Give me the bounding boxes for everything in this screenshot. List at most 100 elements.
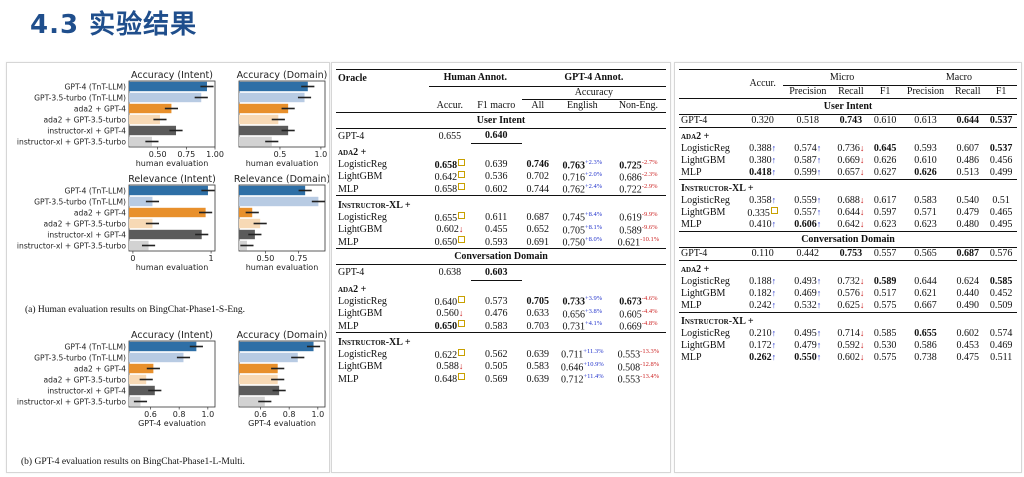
x-tick-label: 1.00: [206, 150, 224, 159]
y-tick-label: instructor-xl + GPT-3.5-turbo: [17, 398, 126, 407]
arrow-up-icon: ↑: [816, 352, 822, 362]
arrow-up-icon: ↑: [816, 300, 822, 310]
arrow-up-icon: ↑: [771, 167, 777, 177]
arrow-up-icon: ↑: [816, 328, 822, 338]
arrow-down-icon: ↓: [859, 300, 865, 310]
y-tick-label: ada2 + GPT-3.5-turbo: [44, 376, 127, 385]
x-tick-label: 0.8: [173, 410, 186, 419]
arrow-down-icon: ↓: [859, 340, 865, 350]
y-tick-label: GPT-4 (TnT-LLM): [65, 343, 126, 352]
square-marker-icon: [458, 158, 466, 166]
arrow-down-icon: ↓: [859, 328, 865, 338]
y-tick-label: GPT-4 (TnT-LLM): [65, 187, 126, 196]
chart-frame: [238, 80, 326, 148]
chart-bar: [129, 196, 153, 207]
arrow-up-icon: ↑: [771, 155, 777, 165]
arrow-down-icon: ↓: [859, 288, 865, 298]
x-tick-label: 1.0: [315, 150, 328, 159]
x-tick-label: 0.8: [283, 410, 296, 419]
chart-bar: [129, 374, 147, 385]
arrow-up-icon: ↑: [771, 300, 777, 310]
mid-results-table: Oracle Human Annot. GPT-4 Annot. Accuracy Ac…: [336, 69, 666, 385]
arrow-up-icon: ↑: [816, 276, 822, 286]
chart-bar: [239, 396, 265, 407]
arrow-up-icon: ↑: [771, 195, 777, 205]
y-tick-label: GPT-4 (TnT-LLM): [65, 83, 126, 92]
right-results-table: Accur. Micro Macro Precision Recall F1 Precisi…: [679, 69, 1017, 364]
arrow-up-icon: ↑: [771, 143, 777, 153]
arrow-up-icon: ↑: [771, 352, 777, 362]
chart-bar: [129, 385, 155, 396]
square-marker-icon: [458, 295, 466, 303]
arrow-down-icon: ↓: [859, 143, 865, 153]
y-tick-label: ada2 + GPT-3.5-turbo: [44, 116, 127, 125]
chart-frame: [128, 184, 216, 252]
chart-bar: [239, 136, 272, 147]
chart-bar: [129, 229, 202, 240]
arrow-down-icon: ↓: [458, 308, 464, 319]
chart-bar: [239, 229, 255, 240]
x-tick-label: 0.6: [144, 410, 157, 419]
chart-frame: [238, 184, 326, 252]
chart-frame: [128, 340, 216, 408]
arrow-down-icon: ↓: [859, 276, 865, 286]
chart-frame: [238, 340, 326, 408]
x-tick-label: 0.75: [290, 254, 308, 263]
arrow-up-icon: ↑: [816, 167, 822, 177]
arrow-up-icon: ↑: [771, 328, 777, 338]
figure-panel: Accuracy (Intent) 0.50 0.75 1.00 human evalu…: [6, 62, 330, 473]
square-marker-icon: [458, 320, 466, 328]
arrow-up-icon: ↑: [771, 219, 777, 229]
y-tick-label: instructor-xl + GPT-4: [47, 387, 126, 396]
square-marker-icon: [458, 170, 466, 178]
slide-title: 4.3 实验结果: [30, 10, 198, 40]
y-tick-label: GPT-3.5-turbo (TnT-LLM): [34, 354, 126, 363]
arrow-down-icon: ↓: [458, 224, 464, 235]
arrow-down-icon: ↓: [859, 219, 865, 229]
chart-bar: [129, 352, 184, 363]
arrow-down-icon: ↓: [859, 195, 865, 205]
x-axis-label: human evaluation: [136, 263, 209, 272]
arrow-down-icon: ↓: [859, 207, 865, 217]
mid-table-panel: Oracle Human Annot. GPT-4 Annot. Accuracy Ac…: [331, 62, 671, 473]
y-tick-label: instructor-xl + GPT-3.5-turbo: [17, 138, 126, 147]
chart-bar: [239, 385, 280, 396]
arrow-up-icon: ↑: [771, 276, 777, 286]
caption-b: (b) GPT-4 evaluation results on BingChat…: [21, 457, 245, 467]
chart-title: Accuracy (Intent): [131, 330, 213, 341]
square-marker-icon: [770, 206, 778, 214]
arrow-up-icon: ↑: [816, 288, 822, 298]
chart-bar: [129, 185, 208, 196]
chart-bar: [239, 92, 305, 103]
chart-title: Accuracy (Domain): [237, 70, 328, 81]
chart-bar: [129, 114, 160, 125]
arrow-up-icon: ↑: [816, 143, 822, 153]
y-tick-label: ada2 + GPT-4: [74, 105, 126, 114]
y-tick-label: GPT-3.5-turbo (TnT-LLM): [34, 198, 126, 207]
chart-title: Accuracy (Domain): [237, 330, 328, 341]
chart-bar: [239, 103, 289, 114]
chart-bar: [239, 207, 253, 218]
arrow-down-icon: ↓: [859, 167, 865, 177]
x-tick-label: 0.6: [254, 410, 267, 419]
x-tick-label: 0.50: [149, 150, 167, 159]
caption-a: (a) Human evaluation results on BingChat…: [25, 305, 246, 315]
square-marker-icon: [458, 183, 466, 191]
chart-bar: [239, 185, 306, 196]
chart-bar: [129, 240, 149, 251]
chart-bar: [129, 103, 172, 114]
y-tick-label: GPT-3.5-turbo (TnT-LLM): [34, 94, 126, 103]
square-marker-icon: [458, 211, 466, 219]
chart-bar: [239, 81, 308, 92]
x-axis-label: human evaluation: [136, 159, 209, 168]
chart-bar: [129, 81, 207, 92]
y-tick-label: instructor-xl + GPT-3.5-turbo: [17, 242, 126, 251]
arrow-up-icon: ↑: [771, 340, 777, 350]
chart-bar: [129, 363, 154, 374]
chart-bar: [129, 92, 202, 103]
x-tick-label: 1.0: [311, 410, 324, 419]
y-tick-label: ada2 + GPT-4: [74, 209, 126, 218]
arrow-down-icon: ↓: [859, 155, 865, 165]
x-axis-label: human evaluation: [246, 263, 319, 272]
